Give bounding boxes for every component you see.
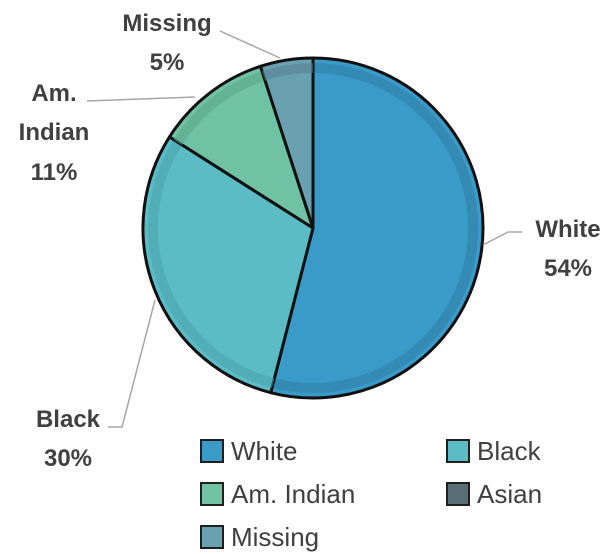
legend-swatch-asian — [446, 482, 470, 506]
label-missing-name: Missing — [122, 10, 211, 37]
legend-swatch-white — [200, 439, 224, 463]
legend-swatch-black — [446, 439, 470, 463]
pie-slice-rim-missing — [262, 63, 314, 81]
legend: White Black Am. Indian Asian Missing — [200, 436, 542, 552]
leader-line-black — [108, 299, 156, 428]
leader-line-white — [482, 231, 522, 246]
legend-swatch-missing — [200, 525, 224, 549]
pie-slice-rim-black — [148, 139, 275, 388]
legend-item-am-indian: Am. Indian — [200, 479, 355, 509]
label-missing-value: 5% — [150, 49, 185, 76]
legend-item-asian: Asian — [446, 479, 542, 509]
pie-slice-white — [269, 56, 485, 400]
pie-slice-missing — [258, 56, 315, 230]
legend-swatch-am-indian — [200, 482, 224, 506]
label-white-name: White — [535, 216, 600, 243]
leader-lines — [86, 30, 522, 428]
data-labels: White 54% Black 30% Am. Indian 11% Missi… — [19, 10, 601, 472]
legend-label-black: Black — [477, 436, 542, 466]
label-am-indian-name: Am. — [31, 80, 76, 107]
legend-label-asian: Asian — [477, 479, 542, 509]
label-am-indian-name2: Indian — [19, 119, 90, 146]
pie-slices — [141, 56, 485, 400]
label-am-indian-value: 11% — [31, 159, 78, 186]
legend-item-missing: Missing — [200, 522, 319, 552]
label-white-value: 54% — [544, 255, 592, 282]
leader-line-missing — [219, 30, 281, 59]
legend-label-am-indian: Am. Indian — [231, 479, 355, 509]
legend-item-black: Black — [446, 436, 542, 466]
legend-item-white: White — [200, 436, 297, 466]
label-black-name: Black — [36, 406, 101, 433]
pie-slice-rim-am-indian — [173, 71, 266, 145]
leader-line-am-indian — [86, 96, 196, 102]
legend-label-missing: Missing — [231, 522, 319, 552]
legend-label-white: White — [231, 436, 297, 466]
label-black-value: 30% — [44, 445, 92, 472]
pie-slice-rim-white — [271, 63, 479, 393]
